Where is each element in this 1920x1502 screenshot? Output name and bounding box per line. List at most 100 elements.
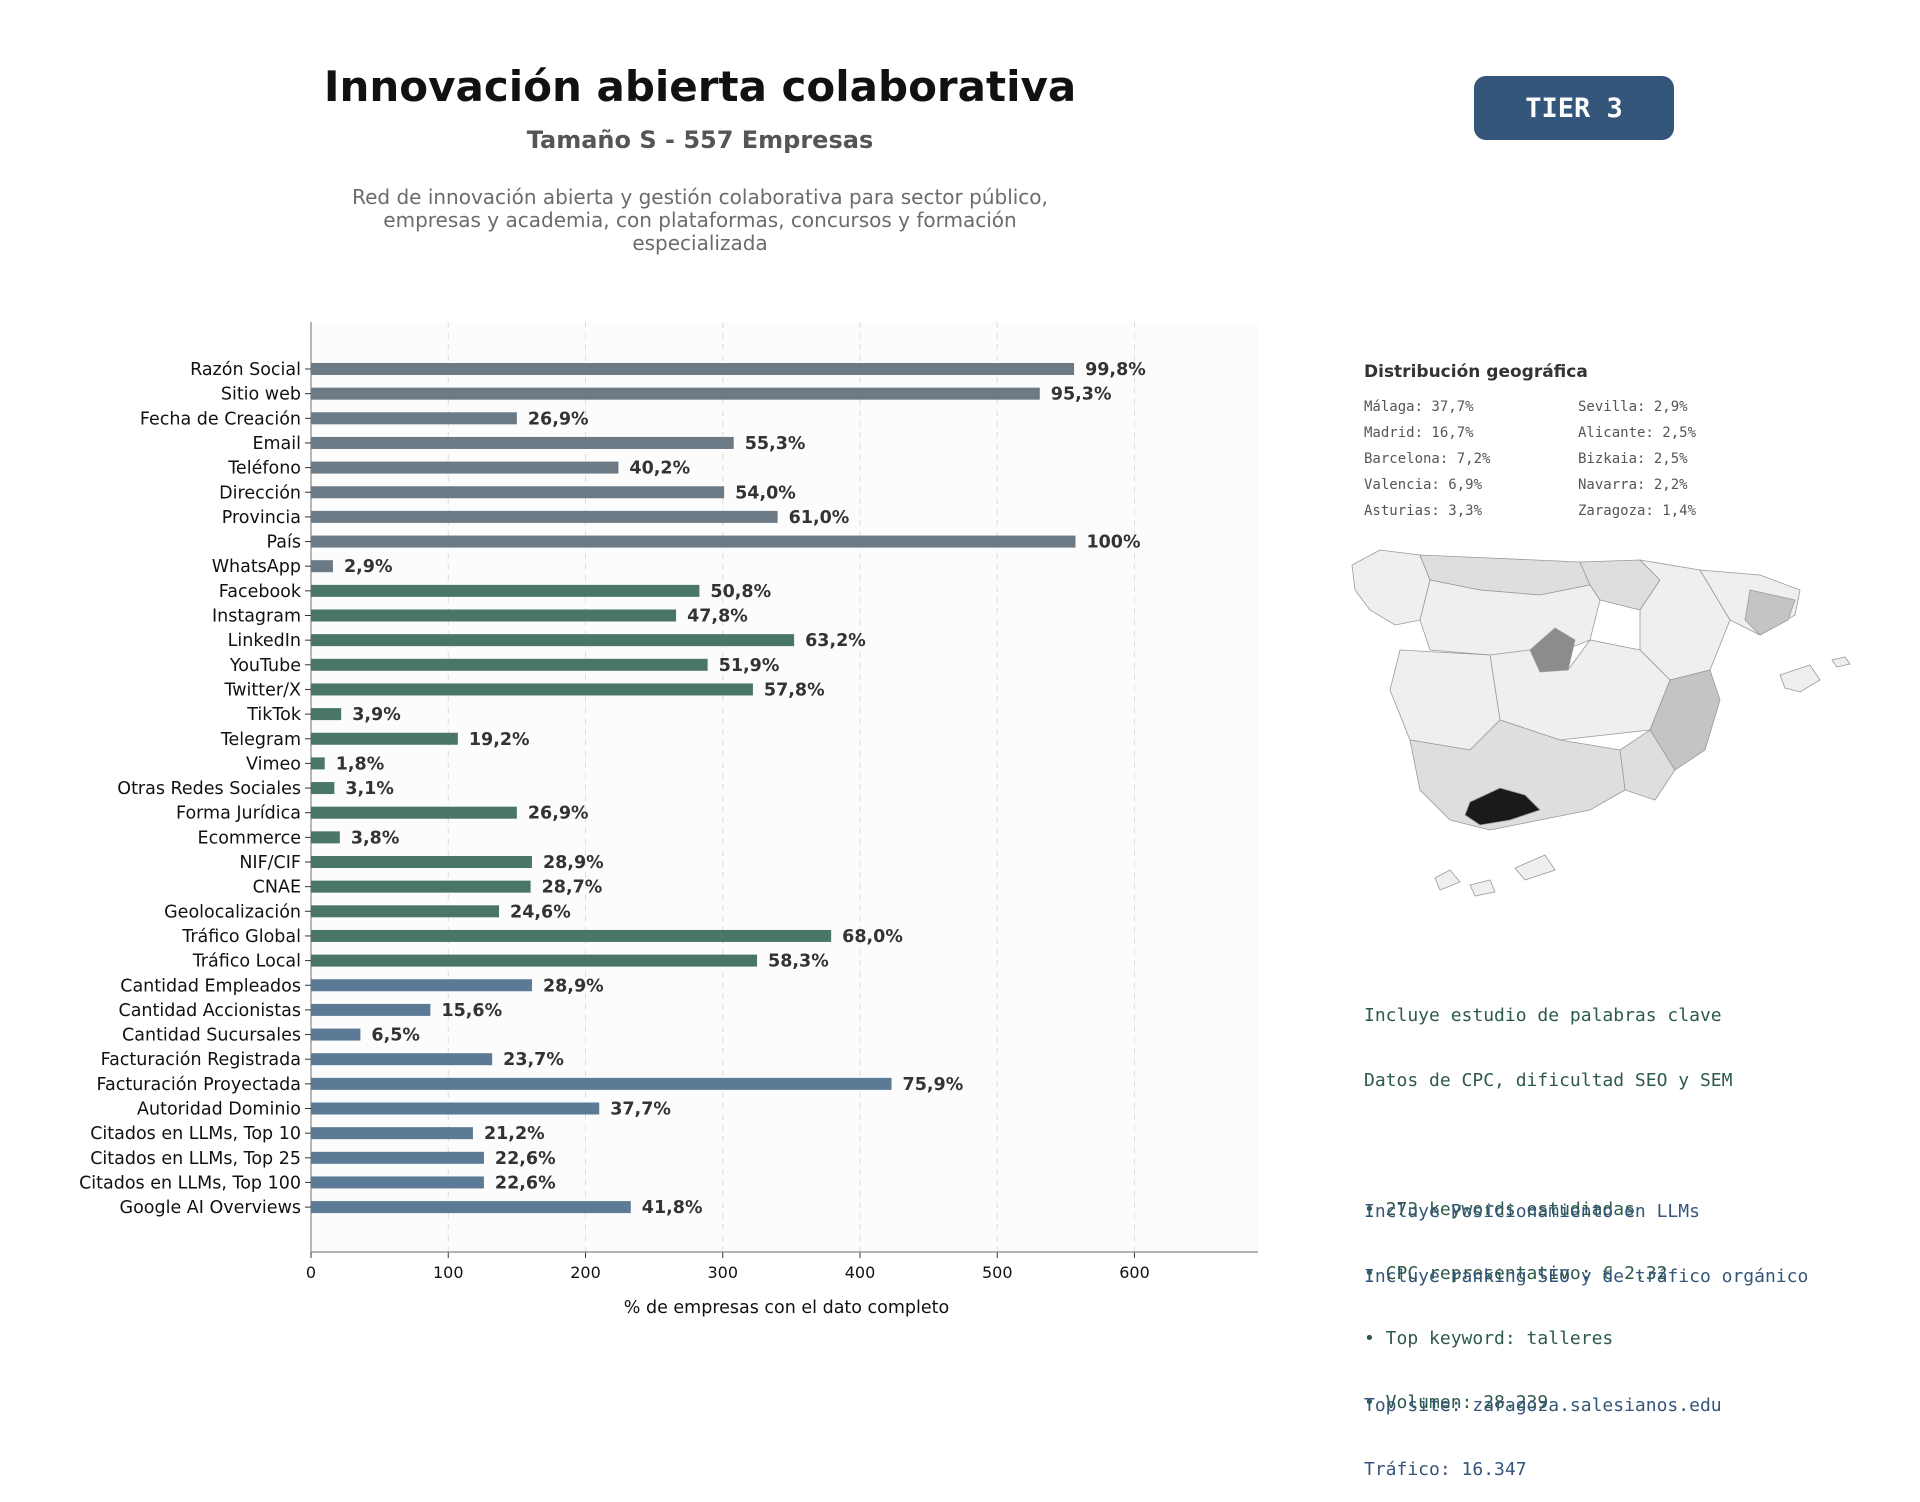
map-region-canary-islands: [1434, 854, 1556, 897]
map-region-extremadura: [1389, 649, 1501, 751]
tier-badge: TIER 3: [1474, 76, 1674, 140]
category-label: Telegram: [220, 730, 301, 750]
data-label: 61,0%: [789, 508, 850, 528]
data-label: 47,8%: [687, 607, 748, 627]
keywords-line: Datos de CPC, dificultad SEO y SEM: [1364, 1069, 1733, 1091]
bar: [311, 535, 1076, 548]
geo-item: Alicante: 2,5%: [1578, 425, 1697, 441]
bar: [311, 1077, 892, 1090]
keywords-info: Incluye estudio de palabras clave Datos …: [1364, 962, 1732, 1435]
category-label: Dirección: [219, 483, 301, 503]
x-tick-label: 500: [982, 1263, 1013, 1282]
category-label: País: [267, 533, 301, 553]
keywords-line: • Top keyword: talleres: [1364, 1327, 1614, 1349]
bar: [311, 683, 753, 696]
category-label: Geolocalización: [164, 902, 301, 922]
map-region-barcelona: [1744, 589, 1796, 636]
data-label: 57,8%: [764, 680, 825, 700]
map-region-andalucia: [1409, 719, 1626, 831]
category-label: Fecha de Creación: [140, 409, 301, 429]
category-label: Otras Redes Sociales: [117, 779, 301, 799]
bar: [311, 412, 517, 425]
bar: [311, 1176, 484, 1189]
bar: [311, 634, 795, 647]
bar-chart: 0 100 200 300 400 500 600 Razón Social 99,8% Siti…: [79, 322, 1258, 1318]
data-label: 37,7%: [610, 1100, 671, 1120]
data-label: 54,0%: [735, 483, 796, 503]
bar: [311, 584, 700, 597]
bar: [311, 486, 725, 499]
data-label: 3,8%: [351, 828, 400, 848]
bar: [311, 1028, 361, 1041]
category-label: Vimeo: [246, 754, 301, 774]
category-label: Provincia: [222, 508, 301, 528]
llm-line: [1364, 1330, 1808, 1352]
category-label: NIF/CIF: [239, 853, 301, 873]
category-label: Autoridad Dominio: [137, 1100, 301, 1120]
category-label: Cantidad Accionistas: [118, 1001, 301, 1021]
geo-distribution-list: Málaga: 37,7% Sevilla: 2,9% Madrid: 16,7…: [1364, 398, 1784, 521]
category-label: Facturación Registrada: [101, 1050, 301, 1070]
bar: [311, 954, 758, 967]
data-label: 75,9%: [903, 1075, 964, 1095]
data-label: 28,7%: [542, 878, 603, 898]
keywords-line: • Volumen: 28.239: [1364, 1392, 1549, 1413]
data-label: 22,6%: [495, 1173, 556, 1193]
category-label: Sitio web: [221, 385, 301, 405]
category-label: Teléfono: [227, 459, 301, 479]
keywords-line: • 273 keywords estudiadas: [1364, 1198, 1635, 1220]
bar: [311, 436, 734, 449]
data-label: 28,9%: [543, 976, 604, 996]
category-label: Instagram: [212, 607, 301, 627]
data-label: 40,2%: [629, 459, 690, 479]
bar: [311, 387, 1040, 400]
bar: [311, 757, 325, 770]
category-label: CNAE: [253, 878, 301, 898]
description-line: especializada: [632, 231, 768, 255]
keywords-line: [1364, 1134, 1732, 1156]
bar: [311, 1151, 484, 1164]
bar: [311, 363, 1075, 375]
bar: [311, 1053, 493, 1066]
bar: [311, 510, 778, 523]
category-label: Cantidad Empleados: [120, 976, 301, 996]
bar: [311, 461, 619, 474]
chart-subtitle: Tamaño S - 557 Empresas: [526, 126, 874, 154]
data-label: 22,6%: [495, 1149, 556, 1169]
data-label: 21,2%: [484, 1124, 545, 1144]
geo-item: Barcelona: 7,2%: [1364, 451, 1491, 467]
data-label: 28,9%: [543, 853, 604, 873]
data-label: 99,8%: [1085, 360, 1146, 380]
data-label: 100%: [1086, 533, 1140, 553]
geo-item: Madrid: 16,7%: [1364, 425, 1474, 441]
bar: [311, 806, 517, 819]
bar: [311, 658, 708, 671]
category-label: Email: [252, 434, 301, 454]
x-tick-label: 100: [433, 1263, 464, 1282]
chart-title: Innovación abierta colaborativa: [323, 62, 1077, 111]
geo-item: Asturias: 3,3%: [1364, 503, 1483, 519]
llm-line: Incluye Posicionamiento en LLMs: [1364, 1201, 1700, 1222]
bar: [311, 560, 333, 573]
data-label: 2,9%: [344, 557, 393, 577]
geo-item: Sevilla: 2,9%: [1578, 399, 1688, 415]
data-label: 50,8%: [710, 582, 771, 602]
map-region-castilla-la-mancha: [1489, 639, 1671, 741]
x-tick-label: 400: [845, 1263, 876, 1282]
map-region-menorca: [1831, 656, 1851, 668]
map-region-murcia: [1619, 729, 1676, 801]
bar: [311, 831, 340, 844]
category-label: Facebook: [219, 582, 302, 602]
map-region-galicia: [1351, 549, 1431, 626]
spain-choropleth-map: [1351, 549, 1851, 897]
geo-item: Valencia: 6,9%: [1364, 477, 1483, 493]
data-label: 3,1%: [345, 779, 394, 799]
category-label: Cantidad Sucursales: [122, 1026, 301, 1046]
category-label: Forma Jurídica: [176, 804, 301, 824]
description: Red de innovación abierta y gestión cola…: [340, 186, 1060, 255]
plot-area: [311, 322, 1258, 1252]
bar: [311, 905, 500, 918]
category-label: Tráfico Global: [181, 927, 301, 947]
category-label: Citados en LLMs, Top 100: [79, 1173, 301, 1193]
bar: [311, 732, 458, 745]
